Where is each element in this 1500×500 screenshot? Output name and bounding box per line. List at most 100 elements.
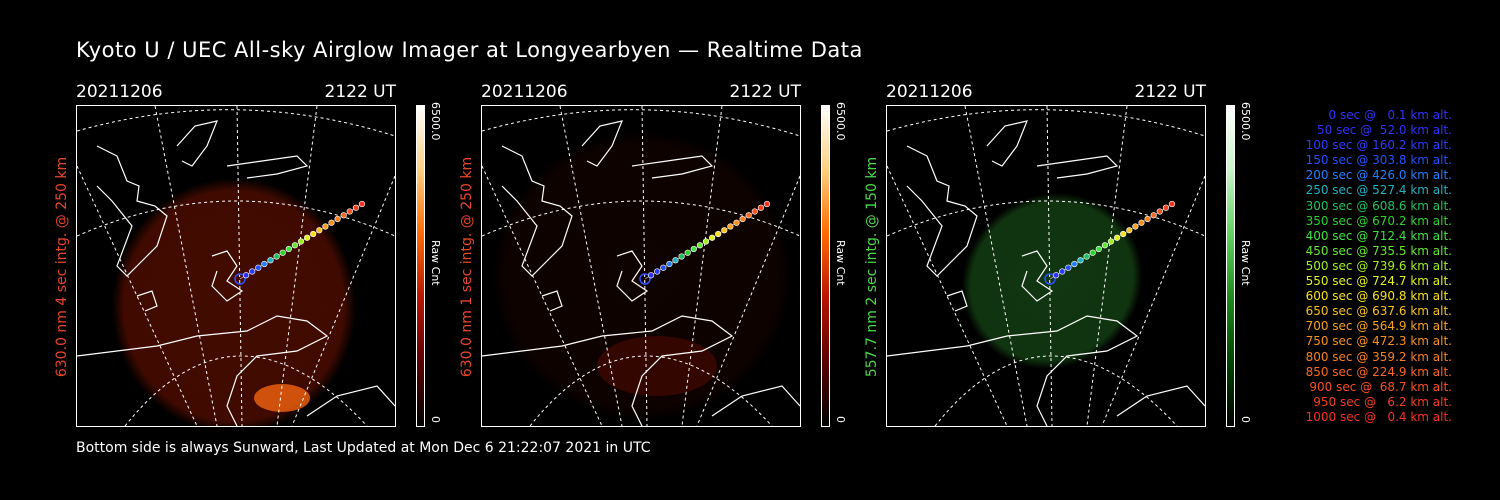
side-label-text: 557.7 nm 2 sec intg. @ 150 km xyxy=(864,156,880,377)
coastline xyxy=(482,315,734,426)
trajectory-point xyxy=(310,230,317,238)
legend-entry: 950 sec @ 6.2 km alt. xyxy=(1313,394,1452,409)
footer-note: Bottom side is always Sunward, Last Upda… xyxy=(76,440,651,456)
trajectory-point xyxy=(1156,208,1163,215)
coastline xyxy=(631,155,714,179)
trajectory-point xyxy=(672,257,679,264)
trajectory-point xyxy=(678,253,685,260)
trajectory-point xyxy=(1162,204,1170,211)
legend-entry: 750 sec @ 472.3 km alt. xyxy=(1305,334,1452,349)
legend-entry: 700 sec @ 564.9 km alt. xyxy=(1305,319,1452,334)
trajectory-point xyxy=(751,208,758,215)
trajectory-point xyxy=(727,223,734,230)
legend-entry: 600 sec @ 690.8 km alt. xyxy=(1305,289,1452,304)
trajectory-point xyxy=(1053,272,1060,279)
coastline xyxy=(887,315,1139,426)
legend-entry: 400 sec @ 712.4 km alt. xyxy=(1305,228,1452,243)
trajectory-point xyxy=(358,200,366,208)
trajectory-point xyxy=(684,249,691,256)
latitude-line xyxy=(77,200,395,237)
colorbar-label-text: Raw Cnt xyxy=(429,240,442,286)
trajectory-point xyxy=(648,272,655,279)
panel-date: 20211206 xyxy=(76,82,163,102)
imager-panel-3: 20211206 2122 UT 557.7 nm 2 sec intg. @ … xyxy=(864,80,1286,435)
trajectory-point xyxy=(322,223,329,230)
allsky-map xyxy=(76,105,396,427)
legend-entry: 450 sec @ 735.5 km alt. xyxy=(1305,243,1452,258)
colorbar xyxy=(416,105,425,427)
allsky-map xyxy=(886,105,1206,427)
trajectory-point xyxy=(255,264,262,271)
trajectory-point xyxy=(334,215,341,223)
trajectory-point xyxy=(1095,245,1102,253)
trajectory-point xyxy=(654,268,661,275)
imager-panel-1: 20211206 2122 UT 630.0 nm 4 sec intg. @ … xyxy=(54,80,476,435)
legend-entry: 900 sec @ 68.7 km alt. xyxy=(1309,379,1452,394)
trajectory-point xyxy=(316,227,323,234)
trajectory-point xyxy=(1126,227,1133,234)
legend-entry: 300 sec @ 608.6 km alt. xyxy=(1305,198,1452,213)
coastline xyxy=(176,120,218,167)
legend-entry: 500 sec @ 739.6 km alt. xyxy=(1305,258,1452,273)
trajectory-point xyxy=(721,227,728,234)
sky-image xyxy=(112,178,356,426)
trajectory-point xyxy=(1083,253,1090,260)
trajectory-point xyxy=(1101,242,1108,249)
coastline xyxy=(501,145,573,277)
legend-entry: 250 sec @ 527.4 km alt. xyxy=(1305,183,1452,198)
legend-entry: 200 sec @ 426.0 km alt. xyxy=(1305,168,1452,183)
coastline xyxy=(226,155,309,179)
panel-side-label: 630.0 nm 1 sec intg. @ 250 km xyxy=(457,104,477,429)
trajectory-point xyxy=(763,200,771,208)
coastline xyxy=(581,120,623,167)
trajectory-point xyxy=(243,272,250,279)
sky-image xyxy=(961,192,1143,370)
trajectory-point xyxy=(660,264,667,271)
coastline xyxy=(1116,385,1205,417)
trajectory-point xyxy=(733,219,740,226)
colorbar-min-text: 0 xyxy=(834,416,847,423)
trajectory-point xyxy=(1077,257,1084,264)
imager-panel-2: 20211206 2122 UT 630.0 nm 1 sec intg. @ … xyxy=(459,80,881,435)
coastline xyxy=(986,120,1028,167)
coastline xyxy=(711,385,800,417)
trajectory-point xyxy=(690,245,697,253)
trajectory-point xyxy=(1044,273,1056,285)
trajectory-point xyxy=(745,212,752,219)
trajectory-point xyxy=(715,230,722,238)
trajectory-point xyxy=(1168,200,1176,208)
page-title: Kyoto U / UEC All-sky Airglow Imager at … xyxy=(76,38,863,62)
panel-side-label: 557.7 nm 2 sec intg. @ 150 km xyxy=(862,104,882,429)
latitude-line xyxy=(887,109,1205,137)
trajectory-point xyxy=(279,249,286,256)
trajectory-point xyxy=(702,238,710,245)
colorbar-label-text: Raw Cnt xyxy=(834,240,847,286)
coastline xyxy=(211,250,244,302)
coastline xyxy=(77,315,329,426)
trajectory-point xyxy=(1120,230,1127,238)
trajectory-point xyxy=(1144,215,1151,223)
trajectory-point xyxy=(352,204,360,211)
trajectory-point xyxy=(297,238,305,245)
trajectory-point xyxy=(234,273,246,285)
coastline xyxy=(306,385,395,417)
trajectory-point xyxy=(1071,260,1078,268)
latitude-line xyxy=(124,355,368,426)
colorbar-max-text: 6500.0 xyxy=(429,102,442,141)
legend-entry: 1000 sec @ 0.4 km alt. xyxy=(1305,409,1452,424)
legend-entry: 0 sec @ 0.1 km alt. xyxy=(1328,108,1453,122)
coastline xyxy=(96,145,168,277)
trajectory-point xyxy=(739,215,746,223)
legend-entry: 150 sec @ 303.8 km alt. xyxy=(1305,153,1452,168)
map-image xyxy=(887,106,1205,426)
longitude-line xyxy=(559,106,623,426)
trajectory-point xyxy=(1150,212,1157,219)
side-label-text: 630.0 nm 4 sec intg. @ 250 km xyxy=(54,156,70,377)
colorbar-max-text: 6500.0 xyxy=(1239,102,1252,141)
trajectory-point xyxy=(273,253,280,260)
trajectory-point xyxy=(1107,238,1115,245)
trajectory-point xyxy=(267,257,274,264)
side-label-text: 630.0 nm 1 sec intg. @ 250 km xyxy=(459,156,475,377)
aurora-patch xyxy=(597,336,717,396)
latitude-line xyxy=(482,200,800,237)
